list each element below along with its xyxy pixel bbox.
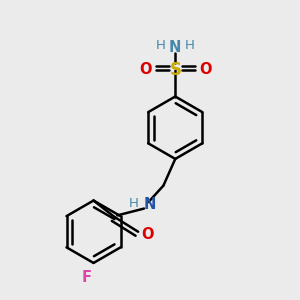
Text: F: F xyxy=(82,270,92,285)
Text: H: H xyxy=(129,197,139,210)
Text: O: O xyxy=(139,62,152,77)
Text: H: H xyxy=(156,39,166,52)
Text: N: N xyxy=(169,40,182,55)
Text: O: O xyxy=(141,227,154,242)
Text: N: N xyxy=(144,197,156,212)
Text: H: H xyxy=(185,39,195,52)
Text: O: O xyxy=(199,62,211,77)
Text: S: S xyxy=(169,61,181,79)
